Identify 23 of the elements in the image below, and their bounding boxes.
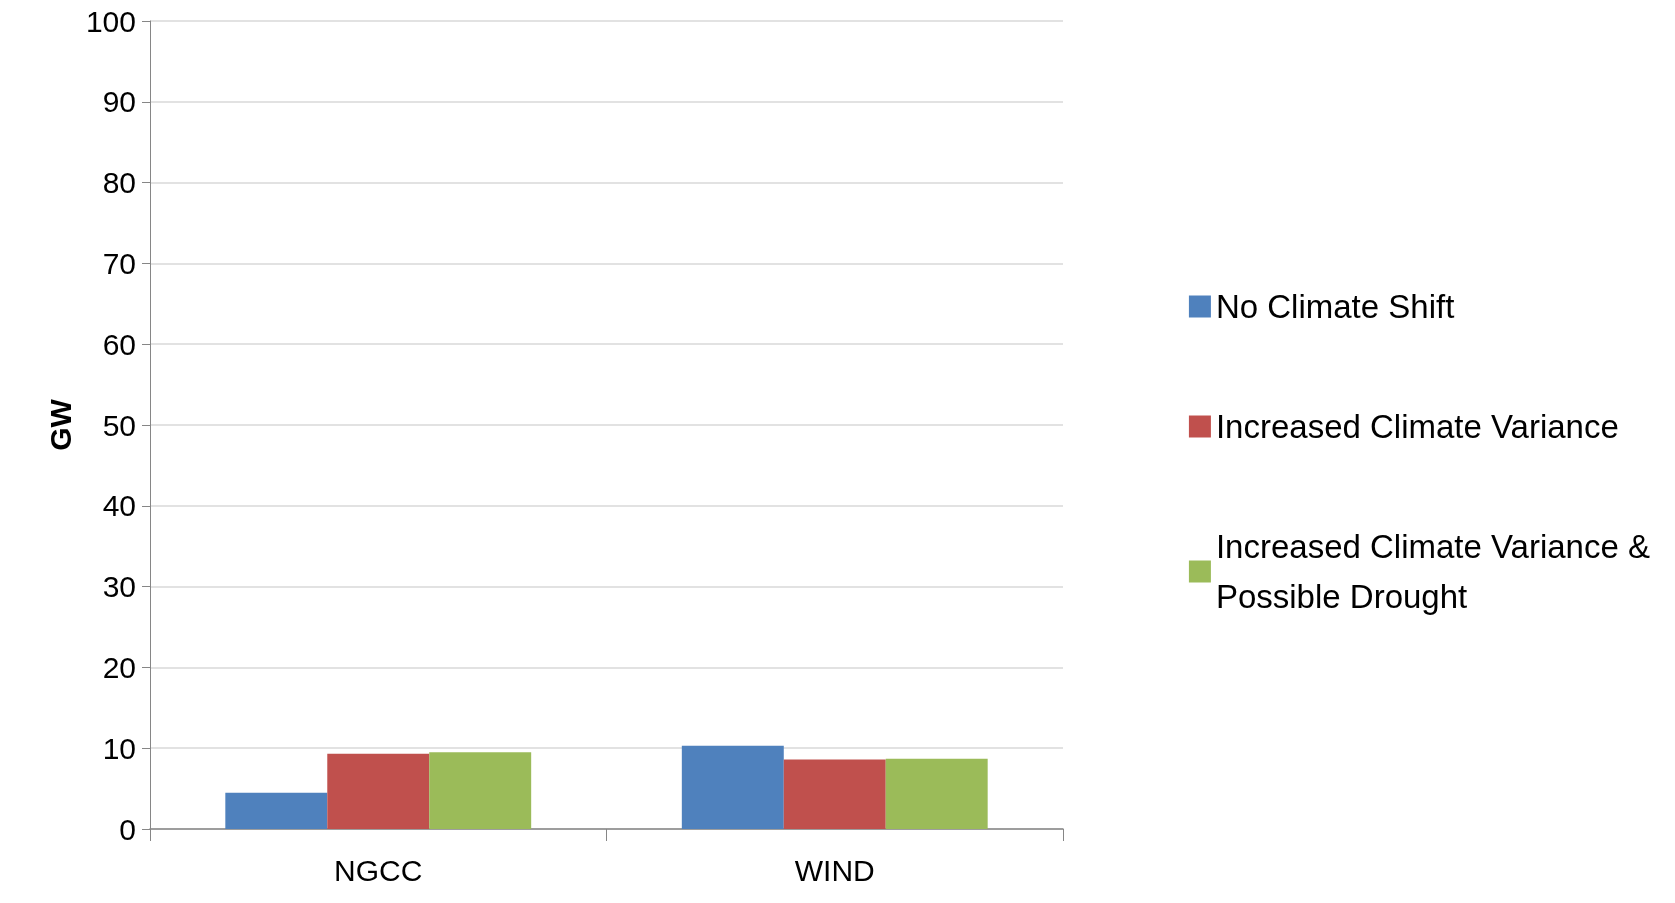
y-tick-label: 90 xyxy=(102,85,136,119)
y-tick-label: 20 xyxy=(102,650,136,684)
x-tick-label: NGCC xyxy=(334,853,423,887)
y-tick-label: 60 xyxy=(102,327,136,361)
y-tick-label: 50 xyxy=(102,408,136,442)
y-tick-label: 10 xyxy=(102,731,136,765)
bar xyxy=(783,759,886,829)
bar xyxy=(225,792,328,829)
y-tick-label: 30 xyxy=(102,570,136,604)
bar xyxy=(327,753,430,829)
legend-label: Increased Climate Variance xyxy=(1215,408,1619,445)
y-tick-label: 80 xyxy=(102,166,136,200)
legend-label: Increased Climate Variance & Possible Drought xyxy=(1215,528,1650,615)
y-tick-label: 70 xyxy=(102,246,136,280)
y-axis-title: GW xyxy=(43,398,77,451)
y-tick-label: 40 xyxy=(102,489,136,523)
bar xyxy=(429,752,532,829)
legend-label: No Climate Shift xyxy=(1215,288,1455,325)
y-tick-label: 100 xyxy=(85,4,136,38)
x-tick-label: WIND xyxy=(794,853,875,887)
bar xyxy=(885,758,988,829)
bar xyxy=(681,745,784,829)
y-tick-label: 0 xyxy=(119,812,136,846)
